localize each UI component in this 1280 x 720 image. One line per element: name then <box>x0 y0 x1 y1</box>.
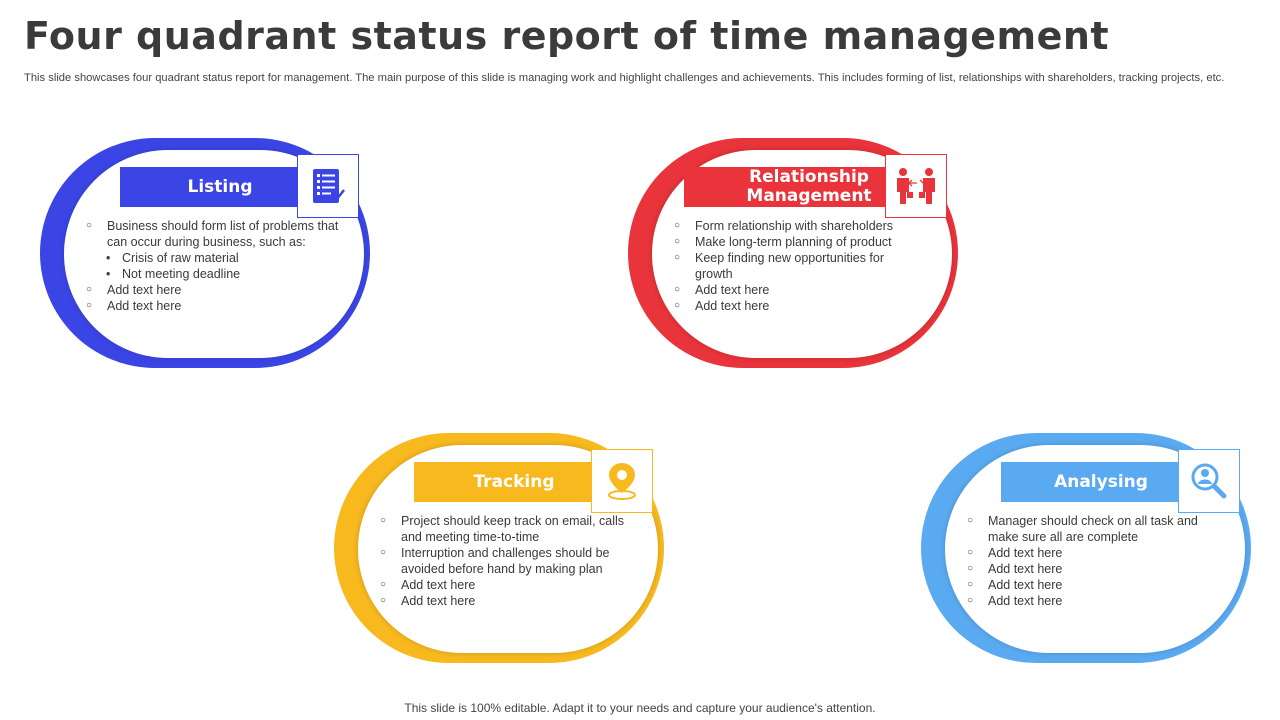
list-item: Make long-term planning of product <box>672 234 932 250</box>
list-item: Add text here <box>672 298 932 314</box>
people-exchange-icon <box>885 154 947 218</box>
quadrant-list: Manager should check on all task and mak… <box>965 513 1225 609</box>
list-item: Add text here <box>965 561 1225 577</box>
list-item: Add text here <box>965 577 1225 593</box>
list-item: Project should keep track on email, call… <box>378 513 638 545</box>
list-item: Manager should check on all task and mak… <box>965 513 1225 545</box>
quadrant-label: Analysing <box>1001 462 1201 502</box>
footer-note: This slide is 100% editable. Adapt it to… <box>404 701 876 715</box>
list-item: Interruption and challenges should be av… <box>378 545 626 577</box>
list-item: Add text here <box>84 282 344 298</box>
quadrant-list: Form relationship with shareholders Make… <box>672 218 932 314</box>
quadrant-tracking: Tracking Project should keep track on em… <box>334 433 664 663</box>
list-item: Add text here <box>965 545 1225 561</box>
list-item: Form relationship with shareholders <box>672 218 932 234</box>
list-item: Add text here <box>84 298 344 314</box>
quadrant-label: Listing <box>120 167 320 207</box>
checklist-icon <box>297 154 359 218</box>
list-item: Add text here <box>965 593 1225 609</box>
page-title: Four quadrant status report of time mana… <box>24 14 1110 58</box>
location-pin-icon <box>591 449 653 513</box>
list-item: Add text here <box>378 593 638 609</box>
list-item: Add text here <box>672 282 932 298</box>
list-item: Keep finding new opportunities for growt… <box>672 250 885 282</box>
list-subitem: Not meeting deadline <box>84 266 344 282</box>
search-user-icon <box>1178 449 1240 513</box>
list-item: Add text here <box>378 577 638 593</box>
page-subtitle: This slide showcases four quadrant statu… <box>24 72 1225 84</box>
list-item: Business should form list of problems th… <box>84 218 344 250</box>
quadrant-label: Tracking <box>414 462 614 502</box>
quadrant-relationship-management: Relationship Management Form relationshi… <box>628 138 958 368</box>
quadrant-analysing: Analysing Manager should check on all ta… <box>921 433 1251 663</box>
list-subitem: Crisis of raw material <box>84 250 344 266</box>
quadrant-list: Project should keep track on email, call… <box>378 513 638 609</box>
quadrant-list: Business should form list of problems th… <box>84 218 344 314</box>
quadrant-listing: Listing Business should form list of pro… <box>40 138 370 368</box>
